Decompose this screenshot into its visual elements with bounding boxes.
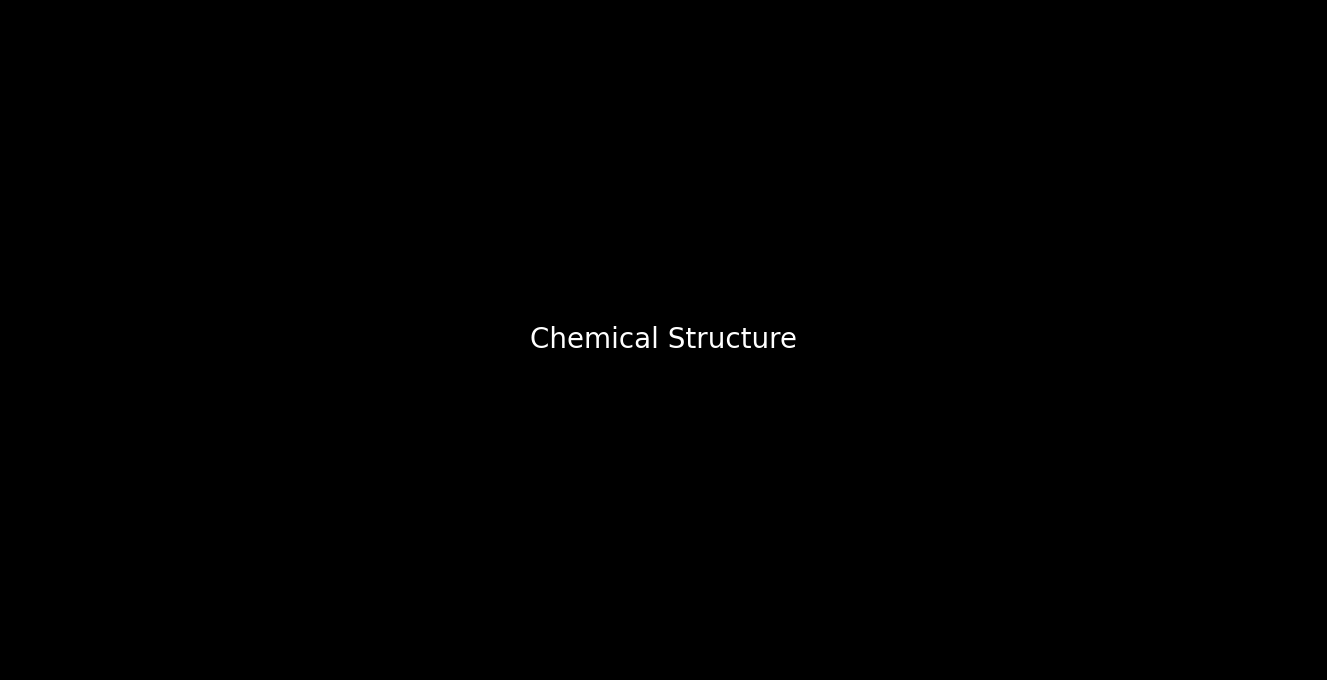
Text: Chemical Structure: Chemical Structure	[529, 326, 798, 354]
